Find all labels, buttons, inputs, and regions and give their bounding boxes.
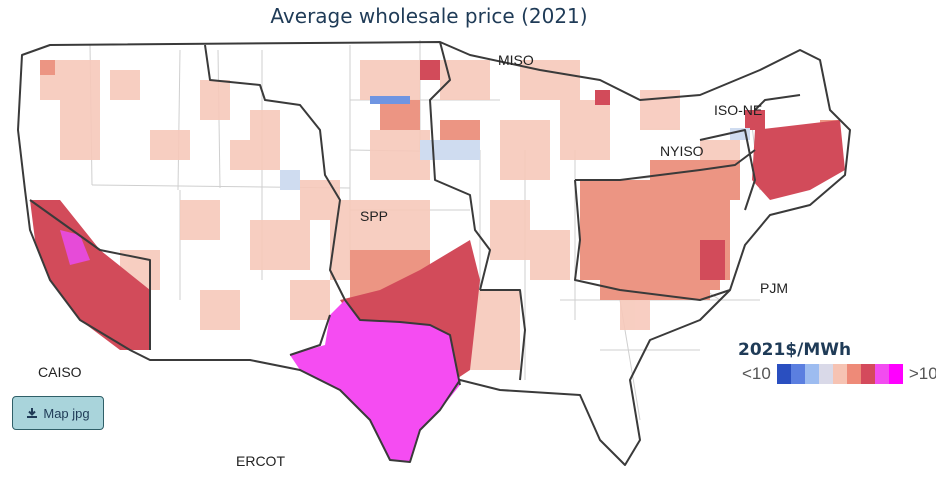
ercot-high-price-area [290, 300, 460, 462]
region-label-caiso: CAISO [38, 364, 82, 380]
download-map-jpg-button[interactable]: Map jpg [12, 396, 104, 430]
region-label-pjm: PJM [760, 280, 788, 296]
market-boundaries [17, 41, 851, 466]
region-label-spp: SPP [360, 208, 389, 224]
legend-swatch [874, 364, 889, 384]
region-label-miso: MISO [498, 52, 534, 68]
region-label-iso-ne: ISO-NE [714, 102, 763, 118]
legend-title: 2021$/MWh [738, 340, 852, 360]
map-title: Average wholesale price (2021) [270, 4, 588, 28]
legend-swatch [860, 364, 875, 384]
price-legend: 2021$/MWh <10 >100 [738, 340, 936, 384]
download-icon [26, 407, 38, 419]
legend-swatch [790, 364, 805, 384]
download-button-label: Map jpg [43, 405, 90, 421]
legend-swatch [804, 364, 819, 384]
region-label-nyiso: NYISO [660, 143, 704, 159]
legend-swatch [776, 364, 791, 384]
legend-high-label: >100 [908, 364, 936, 383]
legend-low-label: <10 [742, 364, 771, 383]
legend-swatch [888, 364, 903, 384]
legend-swatch [846, 364, 861, 384]
legend-swatches [776, 364, 903, 384]
legend-swatch [832, 364, 847, 384]
legend-swatch [818, 364, 833, 384]
region-label-ercot: ERCOT [236, 453, 285, 469]
legend-scale: <10 >100 [742, 364, 936, 384]
price-heat-layer [30, 60, 845, 462]
